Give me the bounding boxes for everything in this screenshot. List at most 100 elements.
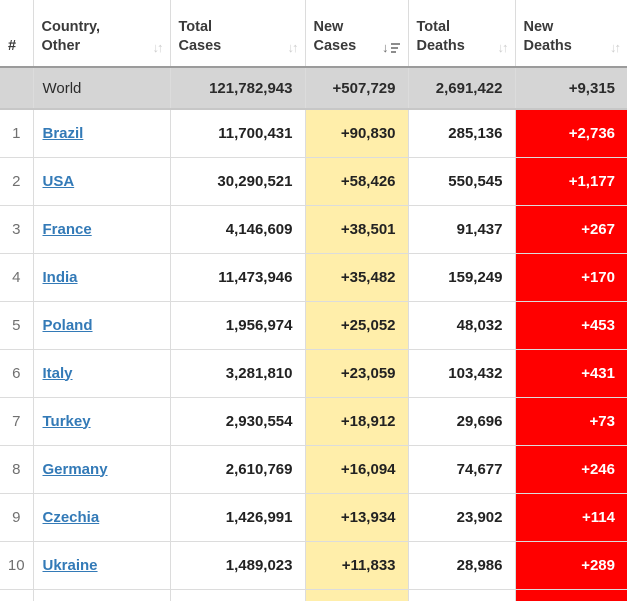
- total-deaths-cell: 159,249: [408, 253, 516, 302]
- country-cell: France: [33, 205, 171, 254]
- total-deaths-cell: 74,677: [408, 445, 516, 494]
- world-total-section: World 121,782,943 +507,729 2,691,422 +9,…: [0, 67, 627, 110]
- total-cases-cell: 11,700,431: [170, 109, 306, 158]
- world-total-row: World 121,782,943 +507,729 2,691,422 +9,…: [0, 67, 627, 110]
- new-deaths-cell: +170: [515, 253, 627, 302]
- country-link[interactable]: Czechia: [42, 508, 100, 526]
- country-link[interactable]: Brazil: [42, 124, 84, 142]
- total-cases-cell: 11,473,946: [170, 253, 306, 302]
- sort-updown-icon[interactable]: ↓↑: [497, 40, 509, 55]
- header-total-deaths[interactable]: Total Deaths ↓↑: [408, 0, 516, 68]
- header-total-cases[interactable]: Total Cases ↓↑: [170, 0, 306, 68]
- rank-cell: 8: [0, 445, 34, 494]
- new-cases-cell: +25,052: [305, 301, 409, 350]
- total-cases-cell: 2,930,554: [170, 397, 306, 446]
- new-cases-cell: +38,501: [305, 205, 409, 254]
- country-cell: USA: [33, 157, 171, 206]
- new-deaths-cell: +246: [515, 445, 627, 494]
- new-cases-cell: +23,059: [305, 349, 409, 398]
- header-new-deaths-label: New Deaths: [523, 19, 572, 55]
- world-total-cases: 121,782,943: [170, 67, 306, 110]
- sort-descending-icon[interactable]: ↓: [382, 41, 400, 54]
- country-row: 8 Germany 2,610,769 +16,094 74,677 +246: [0, 445, 627, 494]
- country-row: 5 Poland 1,956,974 +25,052 48,032 +453: [0, 301, 627, 350]
- total-cases-cell: 4,146,609: [170, 205, 306, 254]
- total-deaths-cell: 29,696: [408, 397, 516, 446]
- world-new-deaths: +9,315: [515, 67, 627, 110]
- header-total-deaths-label: Total Deaths: [416, 19, 465, 55]
- country-row: 3 France 4,146,609 +38,501 91,437 +267: [0, 205, 627, 254]
- new-cases-cell: +58,426: [305, 157, 409, 206]
- total-cases-cell: 3,281,810: [170, 349, 306, 398]
- rank-cell: 1: [0, 109, 34, 158]
- new-cases-cell: +16,094: [305, 445, 409, 494]
- world-label: World: [33, 67, 171, 110]
- total-deaths-cell: 28,986: [408, 541, 516, 590]
- new-cases-cell: +35,482: [305, 253, 409, 302]
- header-new-cases[interactable]: New Cases ↓: [305, 0, 409, 68]
- rank-cell: 5: [0, 301, 34, 350]
- country-link[interactable]: India: [42, 268, 78, 286]
- total-deaths-cell: 91,437: [408, 205, 516, 254]
- rank-cell: 7: [0, 397, 34, 446]
- total-deaths-cell: 103,432: [408, 349, 516, 398]
- partial-next-row: [0, 589, 627, 601]
- new-deaths-cell: +431: [515, 349, 627, 398]
- header-total-cases-label: Total Cases: [178, 19, 222, 55]
- new-deaths-cell: +114: [515, 493, 627, 542]
- country-row: 6 Italy 3,281,810 +23,059 103,432 +431: [0, 349, 627, 398]
- new-deaths-cell: +2,736: [515, 109, 627, 158]
- header-new-deaths[interactable]: New Deaths ↓↑: [515, 0, 627, 68]
- new-deaths-cell: +453: [515, 301, 627, 350]
- sort-updown-icon[interactable]: ↓↑: [610, 40, 621, 55]
- country-cell: Turkey: [33, 397, 171, 446]
- country-row: 7 Turkey 2,930,554 +18,912 29,696 +73: [0, 397, 627, 446]
- header-country-label: Country, Other: [41, 19, 101, 55]
- country-row: 4 India 11,473,946 +35,482 159,249 +170: [0, 253, 627, 302]
- rank-cell: 6: [0, 349, 34, 398]
- country-link[interactable]: Turkey: [42, 412, 91, 430]
- header-country[interactable]: Country, Other ↓↑: [33, 0, 171, 68]
- rank-cell: 3: [0, 205, 34, 254]
- total-cases-cell: 30,290,521: [170, 157, 306, 206]
- table-body: 1 Brazil 11,700,431 +90,830 285,136 +2,7…: [0, 109, 627, 590]
- country-link[interactable]: France: [42, 220, 92, 238]
- country-link[interactable]: USA: [42, 172, 75, 190]
- rank-cell: 9: [0, 493, 34, 542]
- rank-cell: 2: [0, 157, 34, 206]
- country-link[interactable]: Poland: [42, 316, 93, 334]
- header-rank: #: [0, 0, 34, 68]
- country-cell: Germany: [33, 445, 171, 494]
- country-cell: Poland: [33, 301, 171, 350]
- rank-cell: 4: [0, 253, 34, 302]
- header-rank-label: #: [8, 38, 17, 55]
- country-row: 10 Ukraine 1,489,023 +11,833 28,986 +289: [0, 541, 627, 590]
- total-deaths-cell: 23,902: [408, 493, 516, 542]
- country-row: 2 USA 30,290,521 +58,426 550,545 +1,177: [0, 157, 627, 206]
- partial-row-section: [0, 589, 627, 601]
- new-cases-cell: +13,934: [305, 493, 409, 542]
- country-cell: India: [33, 253, 171, 302]
- country-row: 9 Czechia 1,426,991 +13,934 23,902 +114: [0, 493, 627, 542]
- world-new-cases: +507,729: [305, 67, 409, 110]
- country-row: 1 Brazil 11,700,431 +90,830 285,136 +2,7…: [0, 109, 627, 158]
- country-cell: Czechia: [33, 493, 171, 542]
- new-deaths-cell: +1,177: [515, 157, 627, 206]
- new-deaths-cell: +289: [515, 541, 627, 590]
- country-link[interactable]: Ukraine: [42, 556, 98, 574]
- world-total-deaths: 2,691,422: [408, 67, 516, 110]
- country-link[interactable]: Germany: [42, 460, 108, 478]
- country-cell: Brazil: [33, 109, 171, 158]
- country-link[interactable]: Italy: [42, 364, 73, 382]
- total-deaths-cell: 48,032: [408, 301, 516, 350]
- rank-cell: 10: [0, 541, 34, 590]
- header-new-cases-label: New Cases: [313, 19, 357, 55]
- sort-updown-icon[interactable]: ↓↑: [152, 40, 164, 55]
- new-cases-cell: +90,830: [305, 109, 409, 158]
- total-cases-cell: 2,610,769: [170, 445, 306, 494]
- total-cases-cell: 1,426,991: [170, 493, 306, 542]
- sort-updown-icon[interactable]: ↓↑: [287, 40, 299, 55]
- world-rank-cell: [0, 67, 34, 110]
- new-cases-cell: +18,912: [305, 397, 409, 446]
